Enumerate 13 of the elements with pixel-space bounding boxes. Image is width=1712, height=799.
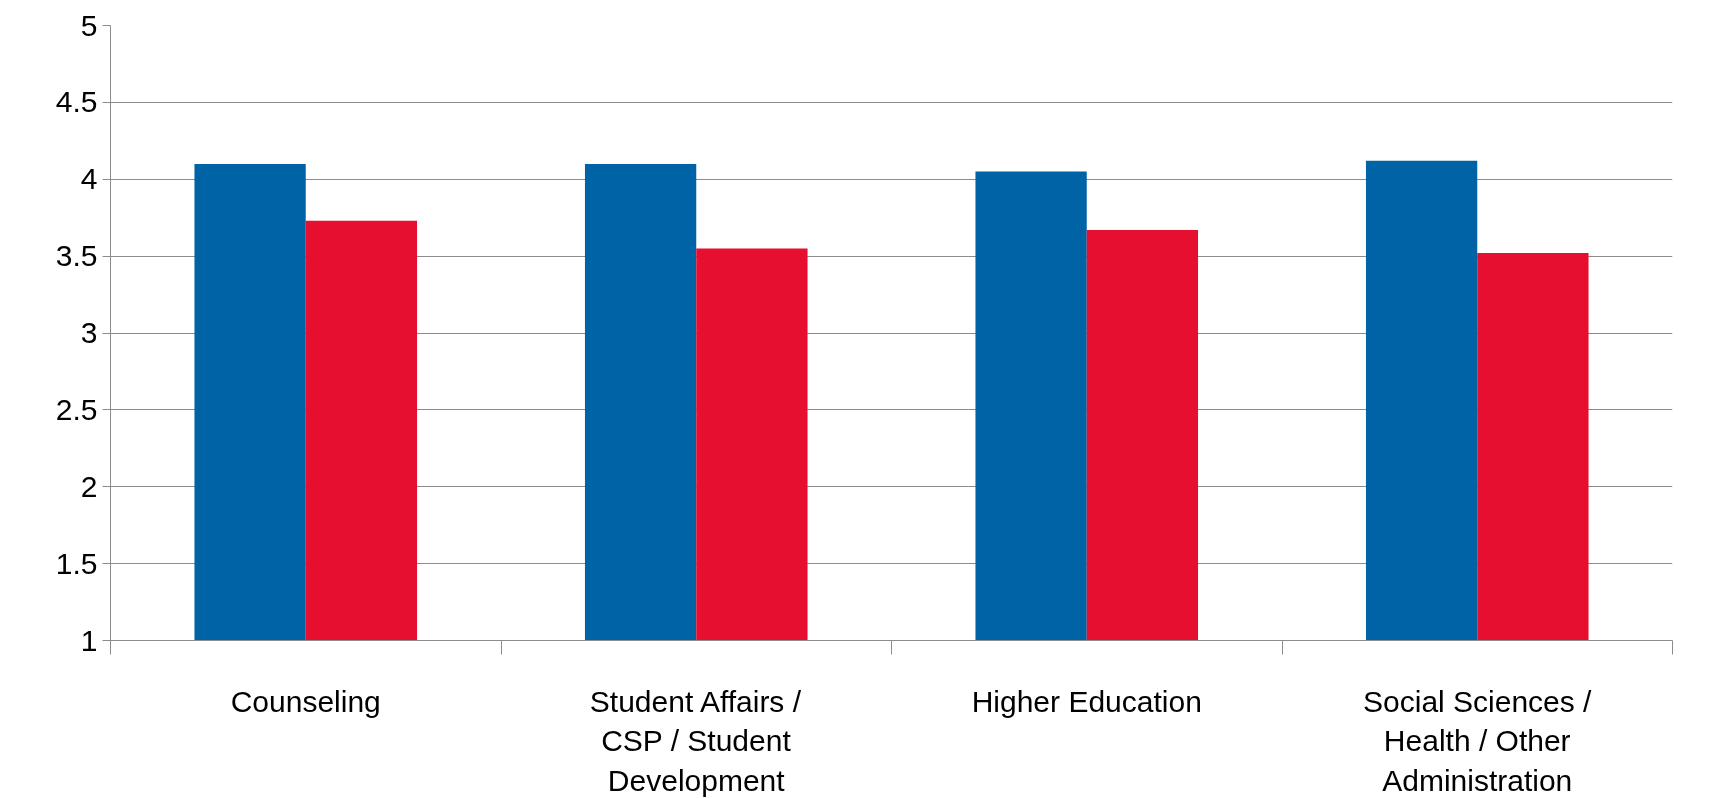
y-tick-label: 1.5 (55, 546, 98, 580)
x-tick-label: Counseling (230, 684, 381, 718)
y-tick-label: 4.5 (55, 85, 98, 119)
y-tick-label: 2 (80, 469, 98, 503)
y-tick-label: 3.5 (55, 239, 98, 273)
x-tick-label: Social Sciences / Health / Other Administration (1363, 684, 1593, 797)
y-tick-label: 3 (80, 316, 98, 349)
x-tick-label: Student Affairs / CSP / Student Development (589, 684, 802, 797)
y-tick-label: 2.5 (55, 392, 98, 426)
y-tick-label: 5 (80, 8, 98, 42)
y-tick-label: 4 (80, 162, 98, 196)
x-tick-label: Higher Education (971, 684, 1202, 718)
y-tick-label: 1 (80, 623, 98, 657)
